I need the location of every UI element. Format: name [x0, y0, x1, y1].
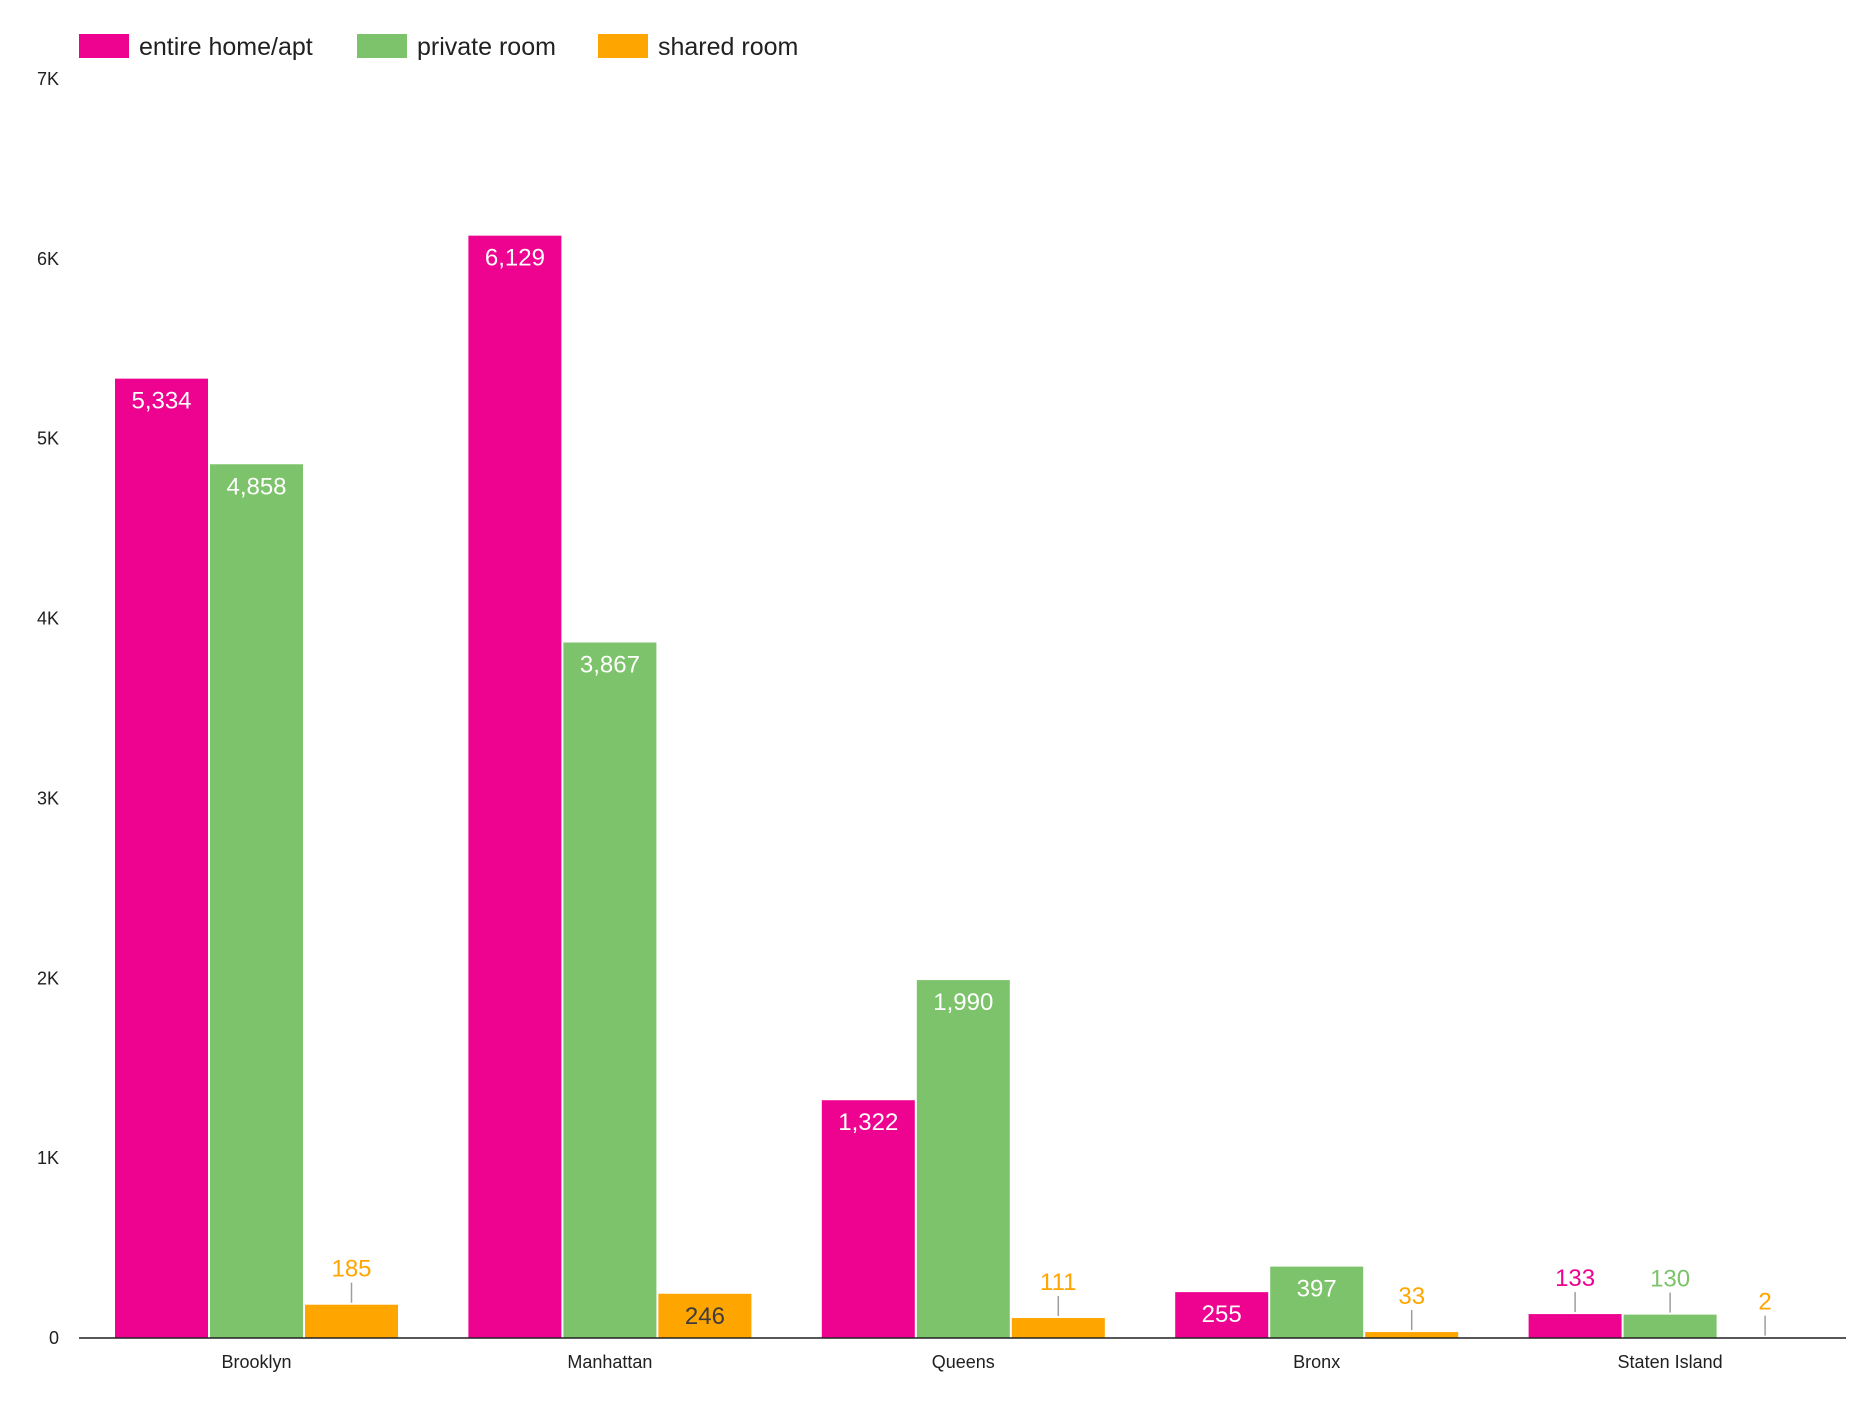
- bars: 5,334 4,858 185 6,129 3,867 246 1,322 1,990 111 2…: [115, 235, 1812, 1339]
- bar-2-0: [821, 1100, 915, 1338]
- y-axis: 0 1K 2K 3K 4K 5K 6K 7K: [37, 69, 59, 1348]
- data-label-0-0: 5,334: [131, 388, 191, 415]
- bar-2-1: [916, 980, 1010, 1338]
- x-tick-label-3: Bronx: [1293, 1352, 1340, 1372]
- legend-label-1: private room: [417, 33, 556, 61]
- x-axis: Brooklyn Manhattan Queens Bronx Staten Islan…: [79, 1337, 1846, 1372]
- y-tick-label-7: 7K: [37, 69, 59, 89]
- data-label-1-1: 3,867: [580, 651, 640, 678]
- bar-0-0: [115, 378, 208, 1339]
- y-tick-label-2: 2K: [37, 968, 59, 988]
- bar-1-0: [468, 235, 562, 1339]
- x-tick-label-2: Queens: [932, 1352, 995, 1372]
- legend-label-0: entire home/apt: [139, 33, 313, 61]
- bar-1-1: [563, 642, 657, 1338]
- bar-0-1: [210, 464, 303, 1338]
- legend: entire home/apt private room shared room: [79, 33, 798, 61]
- y-tick-label-5: 5K: [37, 429, 59, 449]
- data-label-4-2: 2: [1758, 1289, 1771, 1316]
- data-label-2-1: 1,990: [933, 989, 993, 1016]
- x-tick-label-4: Staten Island: [1618, 1352, 1723, 1372]
- y-tick-label-1: 1K: [37, 1148, 59, 1168]
- data-label-3-2: 33: [1398, 1283, 1425, 1310]
- data-label-4-0: 133: [1555, 1265, 1595, 1292]
- data-label-1-2: 246: [685, 1303, 725, 1330]
- data-label-0-2: 185: [331, 1256, 371, 1283]
- y-tick-label-0: 0: [49, 1328, 59, 1348]
- legend-label-2: shared room: [658, 33, 798, 61]
- y-tick-label-6: 6K: [37, 249, 59, 269]
- bar-4-0: [1528, 1314, 1622, 1338]
- bar-3-1: [1270, 1266, 1364, 1338]
- bar-4-1: [1623, 1314, 1717, 1338]
- data-label-4-1: 130: [1650, 1266, 1690, 1293]
- legend-swatch-1: [357, 34, 407, 58]
- legend-swatch-2: [598, 34, 648, 58]
- data-label-2-2: 111: [1040, 1269, 1076, 1296]
- bar-3-2: [1365, 1332, 1459, 1338]
- bar-3-0: [1175, 1292, 1269, 1338]
- legend-swatch-0: [79, 34, 129, 58]
- data-label-3-0: 255: [1202, 1301, 1242, 1328]
- data-label-2-0: 1,322: [838, 1109, 898, 1136]
- bar-0-2: [305, 1304, 398, 1338]
- data-label-1-0: 6,129: [485, 245, 545, 272]
- y-tick-label-3: 3K: [37, 788, 59, 808]
- y-tick-label-4: 4K: [37, 609, 59, 629]
- bar-1-2: [658, 1293, 752, 1338]
- data-label-0-1: 4,858: [226, 473, 286, 500]
- bar-2-2: [1011, 1318, 1105, 1338]
- data-label-3-1: 397: [1297, 1276, 1337, 1303]
- x-tick-label-0: Brooklyn: [221, 1352, 291, 1372]
- x-tick-label-1: Manhattan: [567, 1352, 652, 1372]
